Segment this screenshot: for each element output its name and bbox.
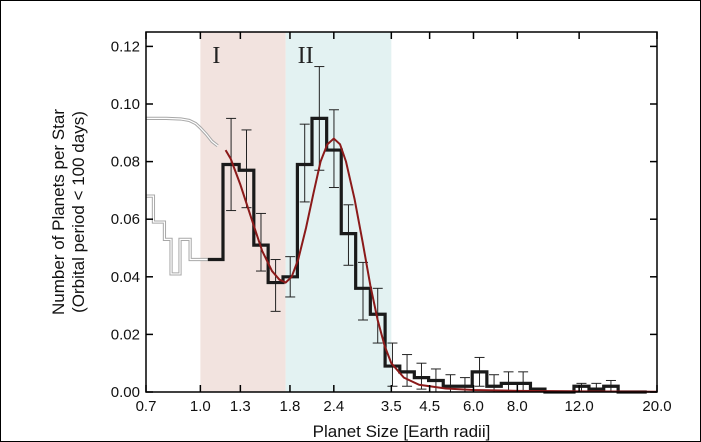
x-tick-label-7: 4.5 bbox=[419, 398, 440, 415]
x-tick-label-4: 1.8 bbox=[280, 398, 301, 415]
x-tick-label-3: 1.3 bbox=[230, 398, 251, 415]
region-2-label: II bbox=[298, 43, 314, 69]
y-axis-label-line1: Number of Planets per Star bbox=[49, 109, 68, 315]
x-tick-label-5: 2.4 bbox=[323, 398, 344, 415]
x-tick-label-9: 8.0 bbox=[507, 398, 528, 415]
x-tick-label-6: 3.5 bbox=[381, 398, 402, 415]
fit-curve-layer bbox=[224, 137, 658, 393]
y-tick-label-2: 0.02 bbox=[111, 326, 140, 343]
region-1-label: I bbox=[212, 43, 220, 69]
fit-curve bbox=[224, 137, 658, 393]
region-2-band bbox=[285, 32, 392, 392]
grey-histogram bbox=[146, 194, 208, 276]
x-tick-label-8: 6.0 bbox=[463, 398, 484, 415]
y-axis-label-line2: (Orbital period < 100 days) bbox=[69, 111, 88, 313]
x-tick-label-11: 20.0 bbox=[642, 398, 671, 415]
plot-area-border bbox=[145, 31, 658, 393]
y-tick-label-7: 0.12 bbox=[111, 38, 140, 55]
axis-ticks: 0.7 1.0 1.3 1.8 2.4 3.5 4.5 6.0 8.0 12.0 20.0 0.00 0… bbox=[111, 32, 672, 415]
y-tick-label-6: 0.10 bbox=[111, 96, 140, 113]
y-tick-label-1: 0.00 bbox=[111, 384, 140, 401]
y-tick-label-4: 0.06 bbox=[111, 211, 140, 228]
x-tick-label-2: 1.0 bbox=[190, 398, 211, 415]
region-1-band bbox=[200, 32, 286, 392]
grey-reference-layer bbox=[146, 116, 219, 276]
y-axis-label: Number of Planets per Star (Orbital peri… bbox=[49, 109, 88, 315]
grey-curve-inner bbox=[146, 117, 219, 147]
x-tick-label-1: 0.7 bbox=[136, 398, 157, 415]
x-tick-label-10: 12.0 bbox=[565, 398, 594, 415]
y-tick-label-5: 0.08 bbox=[111, 154, 140, 171]
shaded-regions: I II bbox=[200, 32, 392, 392]
y-tick-label-3: 0.04 bbox=[111, 269, 140, 286]
x-axis-label: Planet Size [Earth radii] bbox=[313, 422, 491, 441]
grey-histogram-inner bbox=[146, 195, 208, 275]
